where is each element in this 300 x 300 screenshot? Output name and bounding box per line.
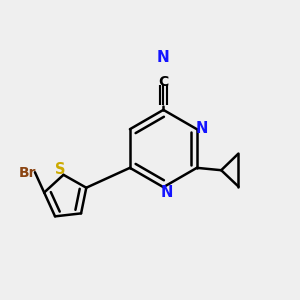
Text: N: N xyxy=(196,121,208,136)
Text: C: C xyxy=(158,75,169,88)
Text: N: N xyxy=(157,50,170,65)
Text: S: S xyxy=(55,162,65,177)
Text: N: N xyxy=(161,185,173,200)
Text: Br: Br xyxy=(19,166,36,180)
